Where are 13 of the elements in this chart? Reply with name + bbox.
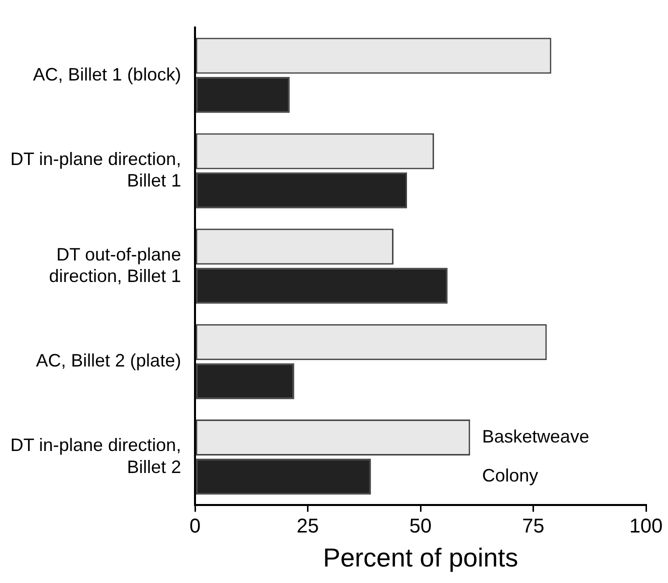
x-tick-label: 50 [409, 515, 432, 538]
series-label: Basketweave [482, 426, 590, 446]
y-tick-label: AC, Billet 1 (block) [33, 64, 182, 84]
y-tick-label: AC, Billet 2 (plate) [36, 350, 182, 371]
x-tick-label: 100 [629, 515, 663, 538]
x-tick-label: 25 [296, 515, 319, 538]
x-tick-label: 0 [190, 515, 201, 538]
x-tick-label: 75 [522, 515, 544, 538]
y-tick-label: DT in-plane direction, Billet 2 [10, 435, 182, 477]
y-tick-label: DT out-of-plane direction, Billet 1 [49, 244, 182, 286]
text: Colony [482, 466, 538, 486]
y-tick-label: DT in-plane direction, Billet 1 [10, 148, 182, 191]
x-axis-title: Percent of points [322, 542, 518, 573]
